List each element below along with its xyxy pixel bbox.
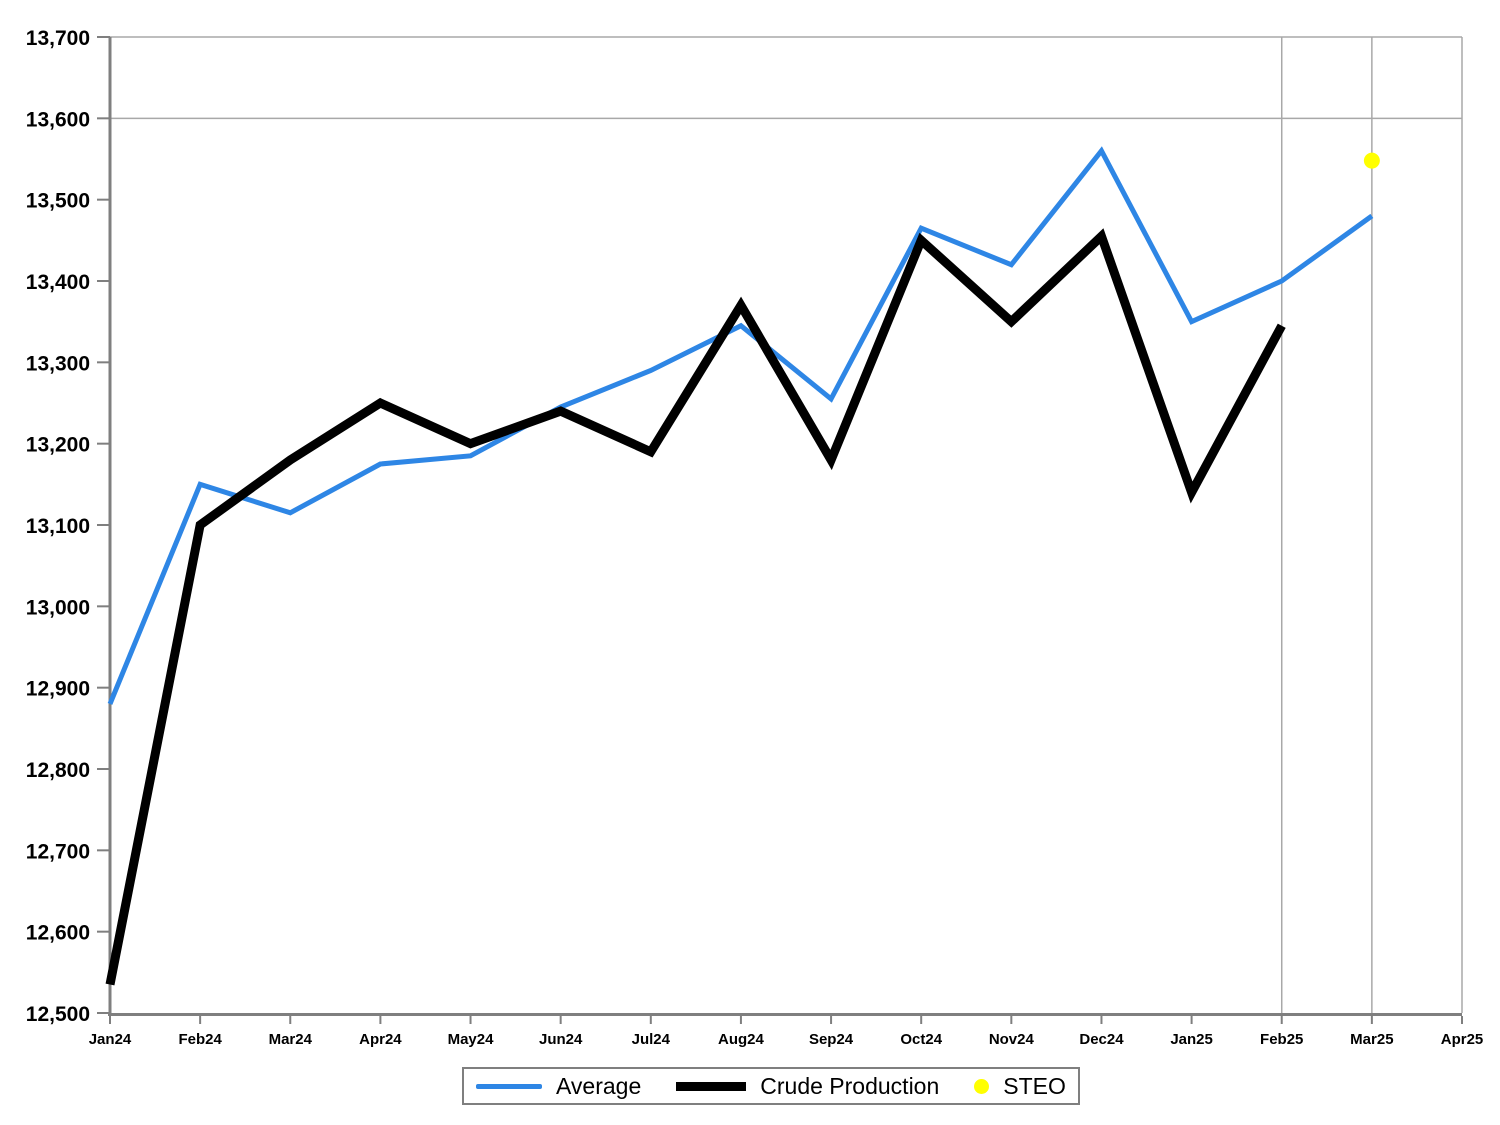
x-axis-tick-label: May24 <box>448 1031 495 1048</box>
x-axis-tick-label: Dec24 <box>1079 1031 1124 1048</box>
legend-label-crude-production: Crude Production <box>760 1072 940 1099</box>
legend-item-steo: STEO <box>974 1072 1066 1099</box>
y-axis-tick-label: 12,900 <box>26 678 90 701</box>
legend-label-average: Average <box>556 1072 642 1099</box>
chart-legend: Average Crude Production STEO <box>462 1067 1080 1105</box>
series-line-crude-production <box>105 228 1286 986</box>
legend-label-steo: STEO <box>1003 1072 1066 1099</box>
x-axis-tick-label: Apr24 <box>359 1031 402 1048</box>
x-axis-tick-label: Jul24 <box>632 1031 671 1048</box>
series-point-steo <box>1363 152 1380 169</box>
y-axis-tick-label: 13,000 <box>26 596 90 619</box>
x-axis-tick-label: Nov24 <box>989 1031 1035 1048</box>
y-axis-tick-label: 13,100 <box>26 515 90 538</box>
x-axis-tick-label: Mar24 <box>269 1031 313 1048</box>
crude-production-line-swatch <box>676 1081 747 1091</box>
average-line-swatch <box>476 1083 542 1089</box>
x-axis-tick-label: Aug24 <box>718 1031 765 1048</box>
legend-item-average: Average <box>476 1072 642 1099</box>
y-axis-tick-label: 12,600 <box>26 922 90 945</box>
y-axis-tick-label: 13,600 <box>26 108 90 131</box>
y-axis-tick-label: 13,300 <box>26 352 90 375</box>
series-line-average <box>107 146 1374 705</box>
legend-item-crude-production: Crude Production <box>676 1072 940 1099</box>
x-axis-tick-label: Jan25 <box>1170 1031 1213 1048</box>
line-chart-canvas: 12,500 12,600 12,700 12,800 12,900 13,000 13,1… <box>26 27 1484 1048</box>
x-axis-tick-label: Jan24 <box>89 1031 132 1048</box>
y-axis-tick-label: 13,400 <box>26 271 90 294</box>
x-axis-tick-label: Apr25 <box>1441 1031 1484 1048</box>
x-axis-tick-label: Feb24 <box>178 1031 222 1048</box>
steo-dot-swatch <box>974 1078 990 1094</box>
y-axis-tick-label: 12,500 <box>26 1003 90 1026</box>
x-axis-tick-label: Sep24 <box>809 1031 854 1048</box>
y-axis-tick-label: 13,700 <box>26 27 90 50</box>
x-axis-tick-label: Jun24 <box>539 1031 583 1048</box>
y-axis-tick-label: 12,800 <box>26 759 90 782</box>
y-axis-tick-label: 13,500 <box>26 190 90 213</box>
x-axis-tick-label: Feb25 <box>1260 1031 1303 1048</box>
y-axis-tick-label: 12,700 <box>26 840 90 863</box>
x-axis-tick-label: Oct24 <box>900 1031 942 1048</box>
x-axis-tick-label: Mar25 <box>1350 1031 1393 1048</box>
y-axis-tick-label: 13,200 <box>26 434 90 457</box>
